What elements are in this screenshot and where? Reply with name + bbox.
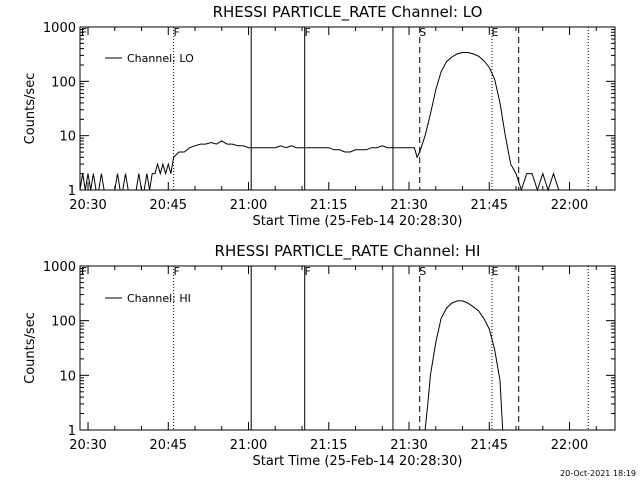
flag-label: F (173, 26, 179, 39)
plot-frame (79, 265, 616, 431)
x-tick-label: 21:30 (390, 438, 427, 453)
flag-label: E (491, 26, 498, 39)
flag-label: E (491, 265, 498, 278)
flag-label: F (81, 265, 87, 278)
y-tick-label: 100 (51, 75, 76, 90)
legend-label: Channel: HI (127, 292, 191, 305)
print-timestamp: 20-Oct-2021 18:19 (560, 469, 636, 478)
x-tick-label: 21:15 (310, 198, 347, 213)
series-line (79, 52, 570, 192)
x-tick-label: 21:00 (230, 438, 267, 453)
plot-frame (79, 26, 616, 191)
y-tick-label: 1000 (43, 21, 76, 36)
legend-label: Channel: LO (127, 52, 194, 65)
x-tick-label: 21:30 (390, 198, 427, 213)
y-axis-label: Counts/sec (23, 73, 38, 145)
x-tick-label: 20:45 (150, 438, 187, 453)
x-tick-label: 20:30 (69, 198, 106, 213)
y-tick-label: 1 (68, 424, 76, 439)
chart-title: RHESSI PARTICLE_RATE Channel: HI (215, 242, 481, 261)
x-tick-label: 22:00 (551, 438, 588, 453)
y-tick-label: 1 (68, 184, 76, 199)
y-tick-label: 1000 (43, 260, 76, 275)
lo-channel-panel: RHESSI PARTICLE_RATE Channel: LO 20:30 20:… (23, 3, 616, 229)
x-tick-label: 21:45 (471, 198, 508, 213)
y-tick-label: 100 (51, 315, 76, 330)
hi-channel-panel: RHESSI PARTICLE_RATE Channel: HI 20:30 20:… (23, 242, 616, 469)
flag-label: S (419, 265, 426, 278)
flag-label: F (305, 265, 311, 278)
x-tick-label: 22:00 (551, 198, 588, 213)
x-tick-label: 20:45 (150, 198, 187, 213)
y-tick-label: 10 (59, 369, 76, 384)
y-tick-label: 10 (59, 130, 76, 145)
x-tick-label: 21:15 (310, 438, 347, 453)
flag-label: S (419, 26, 426, 39)
flag-label: F (173, 265, 179, 278)
x-tick-label: 20:30 (69, 438, 106, 453)
y-axis-label: Counts/sec (23, 312, 38, 384)
series-line (424, 300, 504, 431)
flag-label: F (81, 26, 87, 39)
x-axis-label: Start Time (25-Feb-14 20:28:30) (253, 214, 463, 229)
chart-title: RHESSI PARTICLE_RATE Channel: LO (213, 3, 483, 22)
x-tick-label: 21:00 (230, 198, 267, 213)
x-tick-label: 21:45 (471, 438, 508, 453)
x-axis-label: Start Time (25-Feb-14 20:28:30) (253, 454, 463, 469)
flag-label: F (305, 26, 311, 39)
